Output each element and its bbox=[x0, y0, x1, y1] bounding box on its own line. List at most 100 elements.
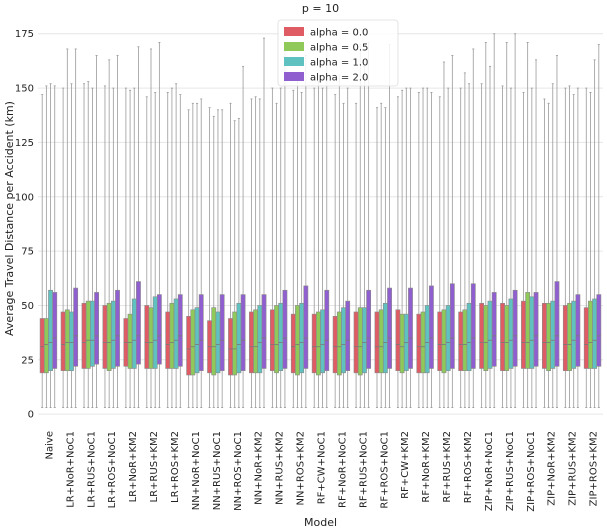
x-tick-label: Naive bbox=[44, 431, 55, 459]
box-alpha-0-5 bbox=[399, 89, 405, 409]
box bbox=[152, 296, 158, 369]
box-alpha-2-0 bbox=[533, 59, 539, 409]
legend-label: alpha = 1.0 bbox=[310, 58, 368, 69]
y-tick-label: 125 bbox=[15, 138, 34, 149]
box bbox=[387, 287, 392, 369]
box bbox=[521, 300, 526, 369]
box bbox=[592, 298, 598, 369]
x-tick-label: LR+RUS+NoC1 bbox=[86, 431, 97, 508]
category-group bbox=[39, 83, 58, 409]
x-tick-label: NN+ROS+KM2 bbox=[296, 431, 307, 505]
legend-label: alpha = 0.0 bbox=[310, 28, 368, 39]
box bbox=[115, 289, 120, 367]
box-alpha-2-0 bbox=[345, 87, 351, 409]
box-alpha-0-0 bbox=[311, 87, 317, 409]
box bbox=[424, 305, 430, 374]
x-tick-label: LR+NoR+KM2 bbox=[128, 431, 139, 502]
box bbox=[500, 302, 505, 371]
box-alpha-2-0 bbox=[491, 33, 497, 409]
box-alpha-1-0 bbox=[445, 87, 451, 409]
category-group bbox=[521, 42, 539, 409]
legend-item: alpha = 0.0 bbox=[284, 27, 368, 39]
category-group bbox=[81, 55, 99, 409]
box bbox=[211, 307, 217, 376]
box bbox=[470, 283, 476, 369]
x-axis-ticks: Naive LR+NoR+NoC1 LR+RUS+NoC1 LR+ROS+NoC1 LR… bbox=[44, 431, 599, 512]
box-alpha-0-5 bbox=[106, 59, 112, 409]
box bbox=[542, 302, 547, 369]
box bbox=[198, 294, 204, 371]
box-alpha-0-0 bbox=[353, 102, 359, 409]
box bbox=[177, 294, 183, 367]
box-alpha-2-0 bbox=[198, 98, 204, 409]
box-alpha-2-0 bbox=[94, 55, 99, 409]
x-tick-label: RF+NoR+NoC1 bbox=[337, 431, 348, 508]
x-tick-label: ZIP+ROS+KM2 bbox=[589, 431, 600, 506]
box-alpha-0-0 bbox=[102, 85, 108, 409]
box bbox=[90, 300, 95, 367]
box bbox=[73, 287, 79, 367]
category-group bbox=[186, 98, 204, 409]
x-tick-label: RF+RUS+NoC1 bbox=[358, 431, 369, 508]
category-group bbox=[583, 44, 602, 409]
box bbox=[533, 292, 539, 367]
x-tick-label: RF+NoR+KM2 bbox=[421, 431, 432, 503]
box bbox=[429, 285, 434, 369]
box-alpha-2-0 bbox=[596, 44, 602, 409]
box-alpha-0-0 bbox=[165, 92, 171, 409]
x-tick-label: NN+RUS+KM2 bbox=[275, 431, 286, 505]
legend-label: alpha = 0.5 bbox=[310, 43, 368, 54]
box bbox=[274, 305, 279, 374]
box bbox=[562, 305, 568, 371]
box bbox=[165, 311, 171, 369]
category-group bbox=[144, 42, 162, 409]
box bbox=[249, 311, 254, 374]
box bbox=[575, 294, 581, 367]
box bbox=[236, 302, 242, 374]
category-group bbox=[60, 48, 79, 409]
box bbox=[353, 311, 359, 374]
box-alpha-2-0 bbox=[261, 37, 267, 409]
box bbox=[311, 313, 317, 374]
box-alpha-1-0 bbox=[90, 87, 95, 409]
x-tick-label: NN+NoR+KM2 bbox=[254, 431, 265, 505]
box bbox=[554, 281, 560, 367]
box-alpha-1-0 bbox=[173, 83, 179, 409]
box bbox=[136, 281, 141, 365]
box bbox=[378, 309, 384, 374]
box bbox=[39, 318, 45, 374]
legend-box bbox=[277, 19, 399, 87]
legend-swatch bbox=[284, 57, 304, 66]
box bbox=[303, 285, 309, 369]
box bbox=[228, 318, 233, 376]
category-group bbox=[437, 55, 455, 409]
box bbox=[240, 294, 246, 371]
box bbox=[261, 294, 267, 369]
box-alpha-2-0 bbox=[470, 48, 476, 409]
box bbox=[52, 292, 58, 369]
box bbox=[85, 300, 91, 369]
y-tick-label: 0 bbox=[28, 410, 34, 421]
box bbox=[345, 300, 351, 371]
box bbox=[290, 313, 296, 374]
box bbox=[550, 300, 556, 369]
box bbox=[466, 302, 472, 371]
box-alpha-2-0 bbox=[554, 55, 560, 409]
box bbox=[374, 311, 380, 374]
category-group bbox=[123, 46, 141, 409]
legend-item: alpha = 0.5 bbox=[284, 42, 368, 54]
category-group bbox=[290, 55, 309, 409]
category-group bbox=[562, 85, 581, 409]
legend-item: alpha = 1.0 bbox=[284, 57, 368, 69]
x-tick-label: NN+RUS+NoC1 bbox=[212, 431, 223, 510]
category-group bbox=[542, 55, 560, 409]
x-tick-label: NN+ROS+NoC1 bbox=[233, 431, 244, 511]
legend-item: alpha = 2.0 bbox=[284, 72, 368, 84]
box bbox=[110, 300, 116, 369]
box bbox=[546, 302, 551, 371]
box-alpha-2-0 bbox=[512, 33, 518, 409]
box bbox=[173, 298, 179, 369]
x-tick-label: LR+ROS+NoC1 bbox=[107, 431, 118, 508]
x-axis-label: Model bbox=[304, 516, 337, 529]
category-group bbox=[207, 107, 225, 409]
